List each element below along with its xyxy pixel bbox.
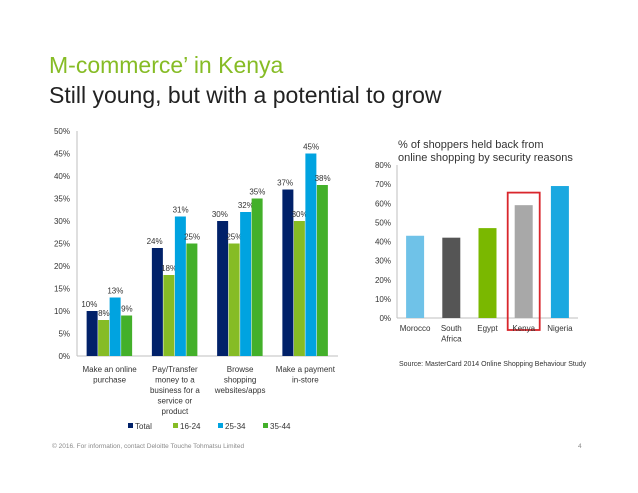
x-category-label: purchase [93,376,126,385]
data-label: 30% [212,210,228,219]
y-tick-label: 60% [375,199,391,208]
left-bar-chart: 0%5%10%15%20%25%30%35%40%45%50%10%8%13%9… [54,127,338,431]
x-category-label: money to a [155,376,195,385]
x-category-label: Africa [441,335,462,344]
source-note: Source: MasterCard 2014 Online Shopping … [399,361,587,368]
data-label: 10% [81,300,97,309]
data-label: 13% [107,287,123,296]
data-label: 45% [303,143,319,152]
data-label: 8% [98,309,110,318]
bar [442,237,461,318]
bar-35-44 [251,198,263,356]
x-category-label: Morocco [400,324,431,333]
data-label: 25% [226,233,242,242]
footer-copyright: © 2016. For information, contact Deloitt… [52,443,245,450]
x-category-label: business for a [150,386,200,395]
y-tick-label: 0% [379,314,391,323]
y-tick-label: 40% [54,172,70,181]
y-tick-label: 20% [375,276,391,285]
bar-35-44 [316,185,328,356]
bar-25-34 [174,216,186,356]
legend-label: 25-34 [225,422,246,431]
bar-16-24 [98,320,110,356]
bar-16-24 [163,275,175,356]
legend-swatch [263,423,268,428]
data-label: 25% [184,233,200,242]
x-category-label: South [441,324,462,333]
y-tick-label: 15% [54,285,70,294]
bar [406,235,425,318]
right-bar-chart: 0% 10% 20% 30% 40% 50% 60% 70% 80% Morocco South Af… [375,161,578,344]
bar-35-44 [121,315,133,356]
kenya-highlight-box [506,191,541,331]
x-category-label: websites/apps [214,386,266,395]
x-category-label: shopping [224,376,256,385]
y-tick-label: 50% [375,218,391,227]
data-label: 31% [173,206,189,215]
bar-Total [86,311,98,356]
data-label: 30% [292,210,308,219]
right-chart-title: % of shoppers held back from online shop… [398,139,598,165]
data-label: 18% [161,264,177,273]
page-title: M-commerce’ in Kenya [49,52,284,78]
y-tick-label: 45% [54,150,70,159]
bar-35-44 [186,243,198,356]
bar-16-24 [293,221,305,356]
y-tick-label: 30% [375,257,391,266]
right-chart-title-line2: online shopping by security reasons [398,152,573,164]
page-subtitle: Still young, but with a potential to gro… [49,82,442,108]
y-tick-label: 10% [54,307,70,316]
bar-25-34 [109,297,121,356]
y-tick-label: 50% [54,127,70,136]
legend-swatch [173,423,178,428]
x-category-label: in-store [292,376,319,385]
data-label: 32% [238,201,254,210]
data-label: 9% [121,305,133,314]
x-category-label: Nigeria [547,324,573,333]
bar-16-24 [228,243,240,356]
bar-Total [151,248,163,356]
data-label: 37% [277,179,293,188]
data-label: 35% [249,188,265,197]
y-tick-label: 0% [58,352,70,361]
legend-label: 16-24 [180,422,201,431]
page-number: 4 [578,443,582,450]
legend-label: Total [135,422,152,431]
bar-25-34 [305,153,317,356]
x-category-label: service or [158,397,193,406]
y-tick-label: 35% [54,195,70,204]
bar [514,205,533,318]
bar-Total [282,189,294,356]
bar-Total [217,221,229,356]
bar [478,228,497,318]
x-category-label: Browse [227,365,254,374]
y-tick-label: 80% [375,161,391,170]
y-tick-label: 25% [54,240,70,249]
x-category-label: Make a payment [276,365,336,374]
y-tick-label: 5% [58,330,70,339]
data-label: 38% [315,174,331,183]
data-label: 24% [147,237,163,246]
y-tick-label: 40% [375,238,391,247]
x-category-label: Egypt [477,324,498,333]
legend-swatch [218,423,223,428]
y-tick-label: 10% [375,295,391,304]
y-tick-label: 70% [375,180,391,189]
legend-label: 35-44 [270,422,291,431]
y-tick-label: 30% [54,217,70,226]
bar [550,186,569,318]
x-category-label: Kenya [512,324,535,333]
x-category-label: Pay/Transfer [152,365,198,374]
bar-25-34 [240,212,252,356]
legend-swatch [128,423,133,428]
right-chart-title-line1: % of shoppers held back from [398,139,544,151]
y-tick-label: 20% [54,262,70,271]
x-category-label: Make an online [82,365,137,374]
x-category-label: product [162,407,189,416]
